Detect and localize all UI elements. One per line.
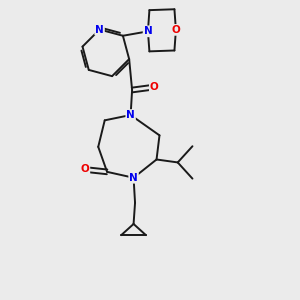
Text: N: N <box>95 25 104 34</box>
Text: O: O <box>172 25 180 35</box>
Text: N: N <box>144 26 152 36</box>
Text: N: N <box>129 173 138 183</box>
Text: N: N <box>126 110 135 120</box>
Text: O: O <box>150 82 159 92</box>
Text: O: O <box>81 164 89 175</box>
